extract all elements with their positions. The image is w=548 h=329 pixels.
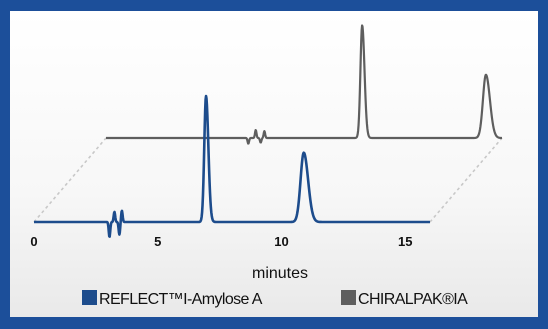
legend-label: REFLECT™I-Amylose A bbox=[99, 291, 263, 308]
legend-item-chiralpak: CHIRALPAK®IA bbox=[341, 290, 469, 308]
x-tick-label: 10 bbox=[274, 234, 288, 249]
guide-line-right bbox=[429, 137, 503, 223]
guide-line-left bbox=[33, 137, 107, 223]
chart-panel: 0 5 10 15 minutes REFLECT™I-Amylose A CHIRAL… bbox=[10, 11, 538, 317]
x-axis-title: minutes bbox=[252, 265, 308, 282]
x-axis-ticks: 0 5 10 15 bbox=[30, 234, 412, 249]
series-traces bbox=[33, 24, 503, 238]
legend-label: CHIRALPAK®IA bbox=[358, 291, 468, 308]
series-line-reflect bbox=[33, 94, 431, 238]
x-tick-label: 15 bbox=[398, 234, 412, 249]
chromatogram-chart: 0 5 10 15 minutes REFLECT™I-Amylose A CHIRAL… bbox=[30, 24, 503, 308]
series-line-chiralpak bbox=[105, 24, 503, 145]
x-tick-label: 0 bbox=[30, 234, 37, 249]
legend-swatch bbox=[82, 290, 97, 305]
x-tick-label: 5 bbox=[154, 234, 161, 249]
legend-swatch bbox=[341, 290, 356, 305]
legend: REFLECT™I-Amylose A CHIRALPAK®IA bbox=[82, 290, 469, 308]
legend-item-reflect: REFLECT™I-Amylose A bbox=[82, 290, 263, 308]
perspective-guides bbox=[33, 137, 503, 223]
